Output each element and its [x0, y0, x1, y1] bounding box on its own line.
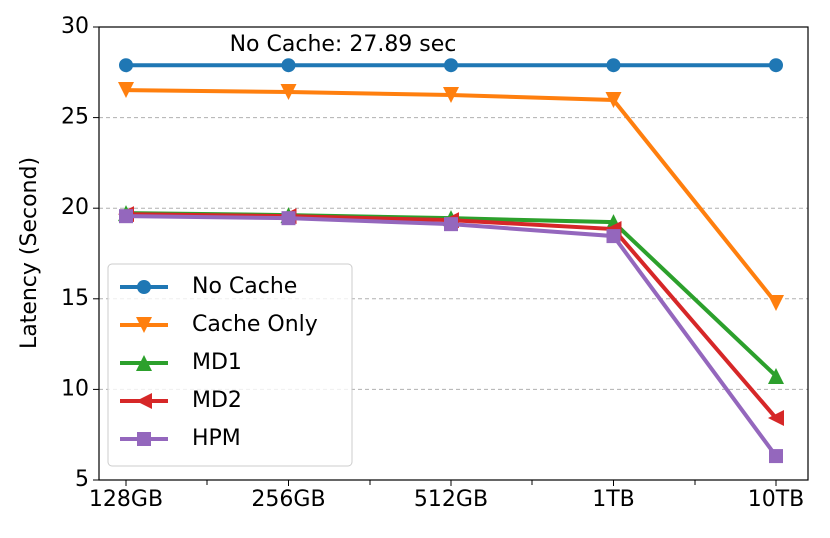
marker: [444, 58, 458, 73]
y-tick-label: 30: [61, 14, 89, 39]
x-tick-label: 1TB: [592, 487, 635, 512]
marker: [606, 58, 621, 73]
marker: [136, 317, 152, 333]
y-tick-label: 25: [61, 105, 89, 130]
marker: [136, 393, 152, 409]
marker: [605, 92, 622, 109]
legend-label: Cache Only: [192, 312, 318, 337]
marker: [281, 58, 296, 73]
legend-label: No Cache: [192, 274, 297, 299]
y-tick-label: 15: [61, 286, 89, 311]
marker: [769, 449, 783, 464]
marker: [768, 294, 784, 311]
marker: [443, 86, 459, 103]
marker: [444, 217, 458, 232]
x-tick-label: 512GB: [414, 487, 488, 512]
marker: [136, 355, 152, 371]
marker: [281, 211, 296, 226]
marker: [606, 229, 621, 244]
y-tick-label: 20: [61, 195, 89, 220]
marker: [768, 367, 784, 384]
legend-label: HPM: [192, 426, 241, 451]
legend-box: [107, 263, 353, 467]
marker: [118, 82, 134, 99]
marker: [119, 58, 133, 73]
y-axis-label: Latency (Second): [17, 157, 42, 349]
marker: [769, 58, 783, 73]
legend-label: MD2: [192, 388, 242, 413]
y-tick-label: 5: [75, 467, 89, 492]
marker: [119, 209, 133, 224]
marker: [137, 432, 151, 446]
marker: [280, 84, 297, 101]
marker: [137, 280, 151, 294]
plot-frame: [98, 26, 809, 481]
x-tick-label: 128GB: [89, 487, 163, 512]
x-tick-label: 256GB: [251, 487, 325, 512]
minor-ticks: [206, 480, 696, 485]
y-tick-label: 10: [61, 376, 89, 401]
x-tick-label: 10TB: [748, 487, 805, 512]
annotation: No Cache: 27.89 sec: [230, 32, 457, 57]
marker: [768, 410, 784, 427]
legend-label: MD1: [192, 350, 242, 375]
